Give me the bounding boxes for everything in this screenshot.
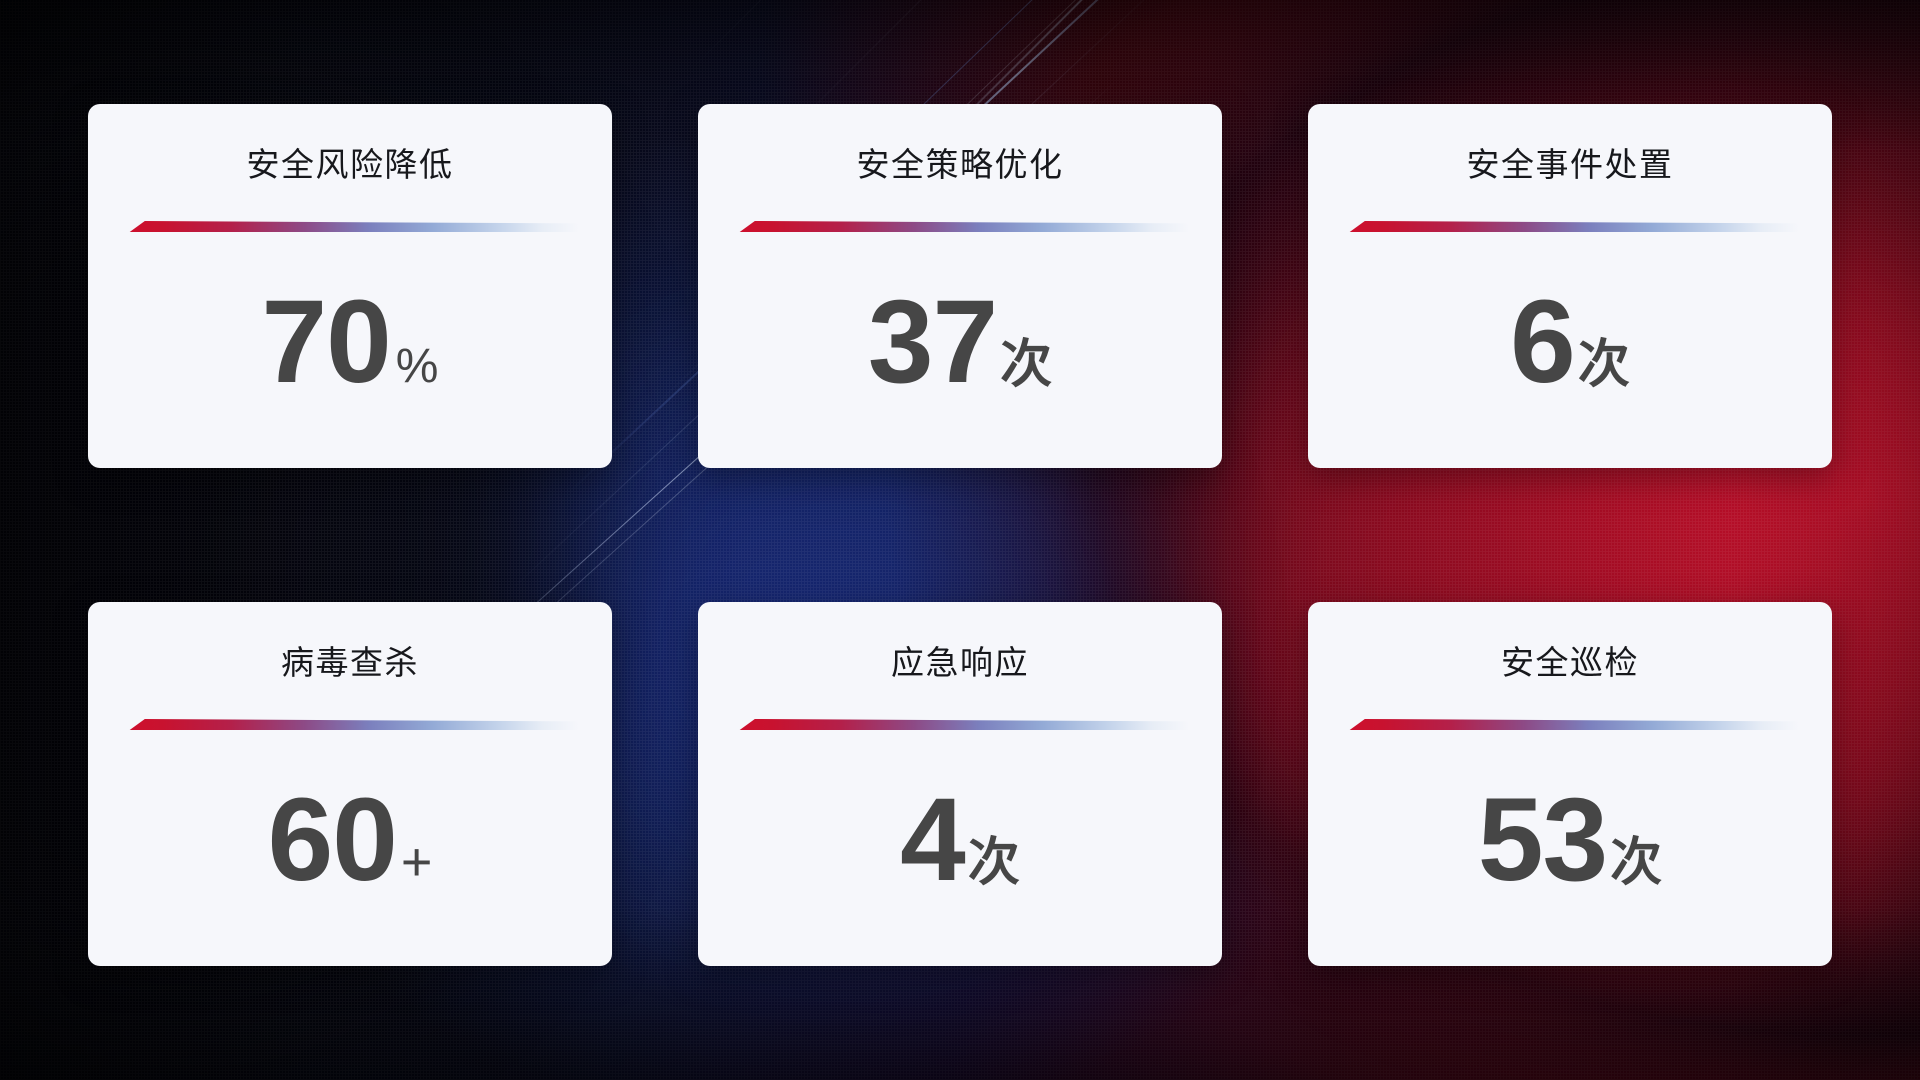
stat-card-title: 安全策略优化 xyxy=(856,146,1064,183)
gradient-rule-icon xyxy=(1341,719,1799,730)
stat-value-unit: 次 xyxy=(1610,834,1663,892)
stat-card-grid: 安全风险降低 70% 安全策略优化 37 次安全事件处置 6 次病毒查杀 60 + 应急响应 4 次安… xyxy=(88,104,1832,966)
gradient-rule-icon xyxy=(731,221,1189,232)
stat-card[interactable]: 安全巡检 53 次 xyxy=(1308,602,1832,966)
stat-card[interactable]: 安全策略优化 37 次 xyxy=(698,104,1222,468)
stat-card-value: 37 次 xyxy=(698,232,1222,468)
stat-card-title: 安全事件处置 xyxy=(1466,146,1674,183)
stat-value-number: 6 xyxy=(1510,276,1576,408)
stat-card[interactable]: 安全风险降低 70% xyxy=(88,104,612,468)
stat-card-value: 53 次 xyxy=(1308,730,1832,966)
gradient-rule-icon xyxy=(121,221,579,232)
stat-value-unit: + xyxy=(400,832,433,892)
stat-value-number: 60 xyxy=(267,774,398,906)
stat-value-unit: % xyxy=(395,340,439,393)
stat-value-number: 70 xyxy=(261,276,392,408)
stat-card[interactable]: 安全事件处置 6 次 xyxy=(1308,104,1832,468)
stat-value-unit: 次 xyxy=(1577,336,1630,394)
stat-value-unit: 次 xyxy=(1000,336,1053,394)
gradient-rule-icon xyxy=(1341,221,1799,232)
stat-value-number: 37 xyxy=(867,276,998,408)
stat-value-number: 53 xyxy=(1477,774,1608,906)
stat-card[interactable]: 病毒查杀 60 + xyxy=(88,602,612,966)
stat-card-title: 安全巡检 xyxy=(1501,644,1639,681)
stat-card-title: 安全风险降低 xyxy=(246,146,454,183)
stat-card[interactable]: 应急响应 4 次 xyxy=(698,602,1222,966)
stat-value-unit: 次 xyxy=(967,834,1020,892)
gradient-rule-icon xyxy=(121,719,579,730)
stat-card-value: 60 + xyxy=(88,730,612,966)
stat-card-title: 病毒查杀 xyxy=(281,644,419,681)
stat-card-title: 应急响应 xyxy=(891,644,1029,681)
gradient-rule-icon xyxy=(731,719,1189,730)
stat-card-value: 70% xyxy=(88,232,612,468)
stat-value-number: 4 xyxy=(900,774,966,906)
